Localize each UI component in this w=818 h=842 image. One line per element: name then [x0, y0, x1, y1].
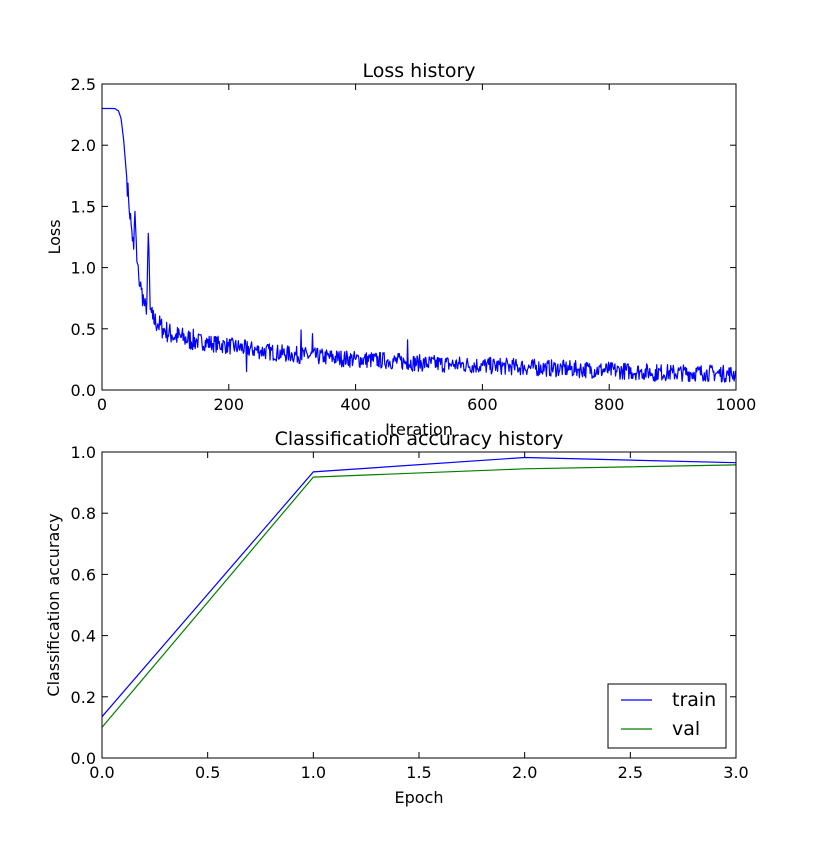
legend-train-label: train: [672, 689, 716, 711]
accuracy-y-tick-label: 0.2: [71, 688, 96, 707]
loss-plot: Loss history 0 200 400 600 800 1000 0.0 0.5 1.0…: [45, 60, 756, 439]
loss-y-tick-label: 0.5: [71, 320, 96, 339]
accuracy-y-tick-label: 0.6: [71, 565, 96, 584]
loss-series-line: [102, 107, 737, 383]
loss-plot-title: Loss history: [362, 60, 475, 82]
loss-x-tick-label: 0: [97, 395, 107, 414]
loss-y-ticks: 0.0 0.5 1.0 1.5 2.0 2.5: [71, 75, 736, 400]
loss-series-polyline: [102, 107, 737, 383]
loss-x-tick-label: 200: [214, 395, 245, 414]
accuracy-y-axis-label: Classification accuracy: [44, 513, 63, 696]
accuracy-x-tick-label: 0.5: [195, 763, 220, 782]
accuracy-y-tick-label: 1.0: [71, 443, 96, 462]
legend-val-label: val: [672, 718, 700, 740]
accuracy-series-lines: [101, 456, 737, 728]
accuracy-y-tick-label: 0.8: [71, 504, 96, 523]
accuracy-series-train-line: [101, 456, 737, 718]
accuracy-x-tick-label: 1.5: [406, 763, 431, 782]
accuracy-y-ticks: 0.0 0.2 0.4 0.6 0.8 1.0: [71, 443, 736, 768]
loss-x-tick-label: 400: [340, 395, 371, 414]
loss-x-tick-label: 800: [594, 395, 625, 414]
accuracy-y-tick-label: 0.4: [71, 627, 96, 646]
accuracy-x-tick-label: 0.0: [89, 763, 114, 782]
loss-x-tick-label: 1000: [716, 395, 757, 414]
accuracy-x-tick-label: 1.0: [301, 763, 326, 782]
loss-y-tick-label: 2.5: [71, 75, 96, 94]
accuracy-y-tick-label: 0.0: [71, 749, 96, 768]
accuracy-x-tick-label: 2.0: [512, 763, 537, 782]
accuracy-x-tick-label: 3.0: [723, 763, 748, 782]
loss-x-tick-label: 600: [467, 395, 498, 414]
loss-y-tick-label: 0.0: [71, 381, 96, 400]
loss-y-tick-label: 1.5: [71, 197, 96, 216]
loss-x-ticks: 0 200 400 600 800 1000: [97, 84, 756, 414]
accuracy-x-tick-label: 2.5: [618, 763, 643, 782]
loss-x-axis-label: Iteration: [385, 420, 453, 439]
accuracy-series-val-line: [101, 464, 737, 728]
accuracy-plot: Classification accuracy history 0.0 0.5 1.…: [44, 428, 749, 807]
loss-plot-frame: [101, 83, 737, 391]
accuracy-x-ticks: 0.0 0.5 1.0 1.5 2.0 2.5 3.0: [89, 452, 749, 782]
loss-y-tick-label: 2.0: [71, 136, 96, 155]
accuracy-x-axis-label: Epoch: [395, 788, 444, 807]
loss-y-tick-label: 1.0: [71, 259, 96, 278]
loss-y-axis-label: Loss: [45, 219, 64, 254]
accuracy-plot-title: Classification accuracy history: [275, 428, 564, 450]
legend-box: [607, 683, 727, 749]
accuracy-legend: train val: [607, 683, 727, 749]
